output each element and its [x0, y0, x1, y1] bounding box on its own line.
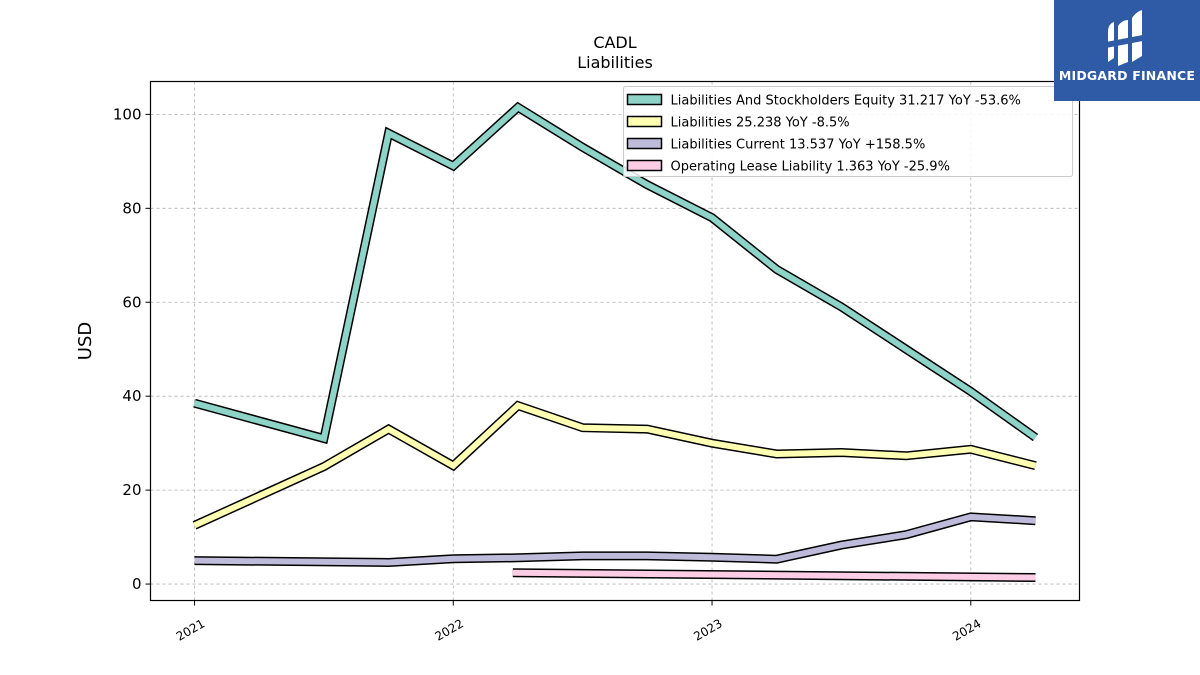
y-tick-label: 20	[122, 481, 141, 499]
chart-subtitle: Liabilities	[577, 53, 653, 72]
y-tick-label: 0	[132, 575, 142, 593]
legend-swatch-3	[626, 159, 663, 172]
series-line-1	[193, 402, 1037, 529]
legend-label-2: Liabilities Current 13.537 YoY +158.5%	[671, 138, 926, 153]
midgard-finance-logo: MIDGARD FINANCE	[1054, 0, 1200, 101]
series-lines	[192, 101, 1039, 582]
series-line-2	[194, 513, 1036, 566]
x-tick-label: 2023	[691, 616, 724, 643]
legend-swatch-2	[626, 137, 663, 150]
legend-swatch-0	[626, 93, 663, 106]
legend-label-1: Liabilities 25.238 YoY -8.5%	[671, 116, 850, 131]
plot-area-frame	[149, 80, 1081, 602]
legend: Liabilities And Stockholders Equity 31.2…	[623, 86, 1073, 177]
chart-title: CADL	[593, 33, 636, 52]
series-line-0	[193, 103, 1038, 443]
x-tick-label: 2024	[950, 616, 983, 643]
series-line-3	[512, 569, 1036, 581]
y-tick-label: 40	[122, 387, 141, 405]
y-axis-label: USD	[75, 322, 96, 360]
legend-label-3: Operating Lease Liability 1.363 YoY -25.…	[671, 160, 950, 175]
x-tick-label: 2022	[433, 616, 466, 643]
legend-box	[623, 86, 1073, 177]
midgard-logo-icon	[1106, 10, 1148, 66]
y-tick-label: 100	[113, 105, 142, 123]
legend-label-0: Liabilities And Stockholders Equity 31.2…	[671, 94, 1021, 109]
logo-text: MIDGARD FINANCE	[1058, 68, 1196, 83]
legend-swatch-1	[626, 115, 663, 128]
y-tick-label: 80	[122, 199, 141, 217]
y-tick-label: 60	[122, 293, 141, 311]
x-tick-label: 2021	[174, 616, 207, 643]
